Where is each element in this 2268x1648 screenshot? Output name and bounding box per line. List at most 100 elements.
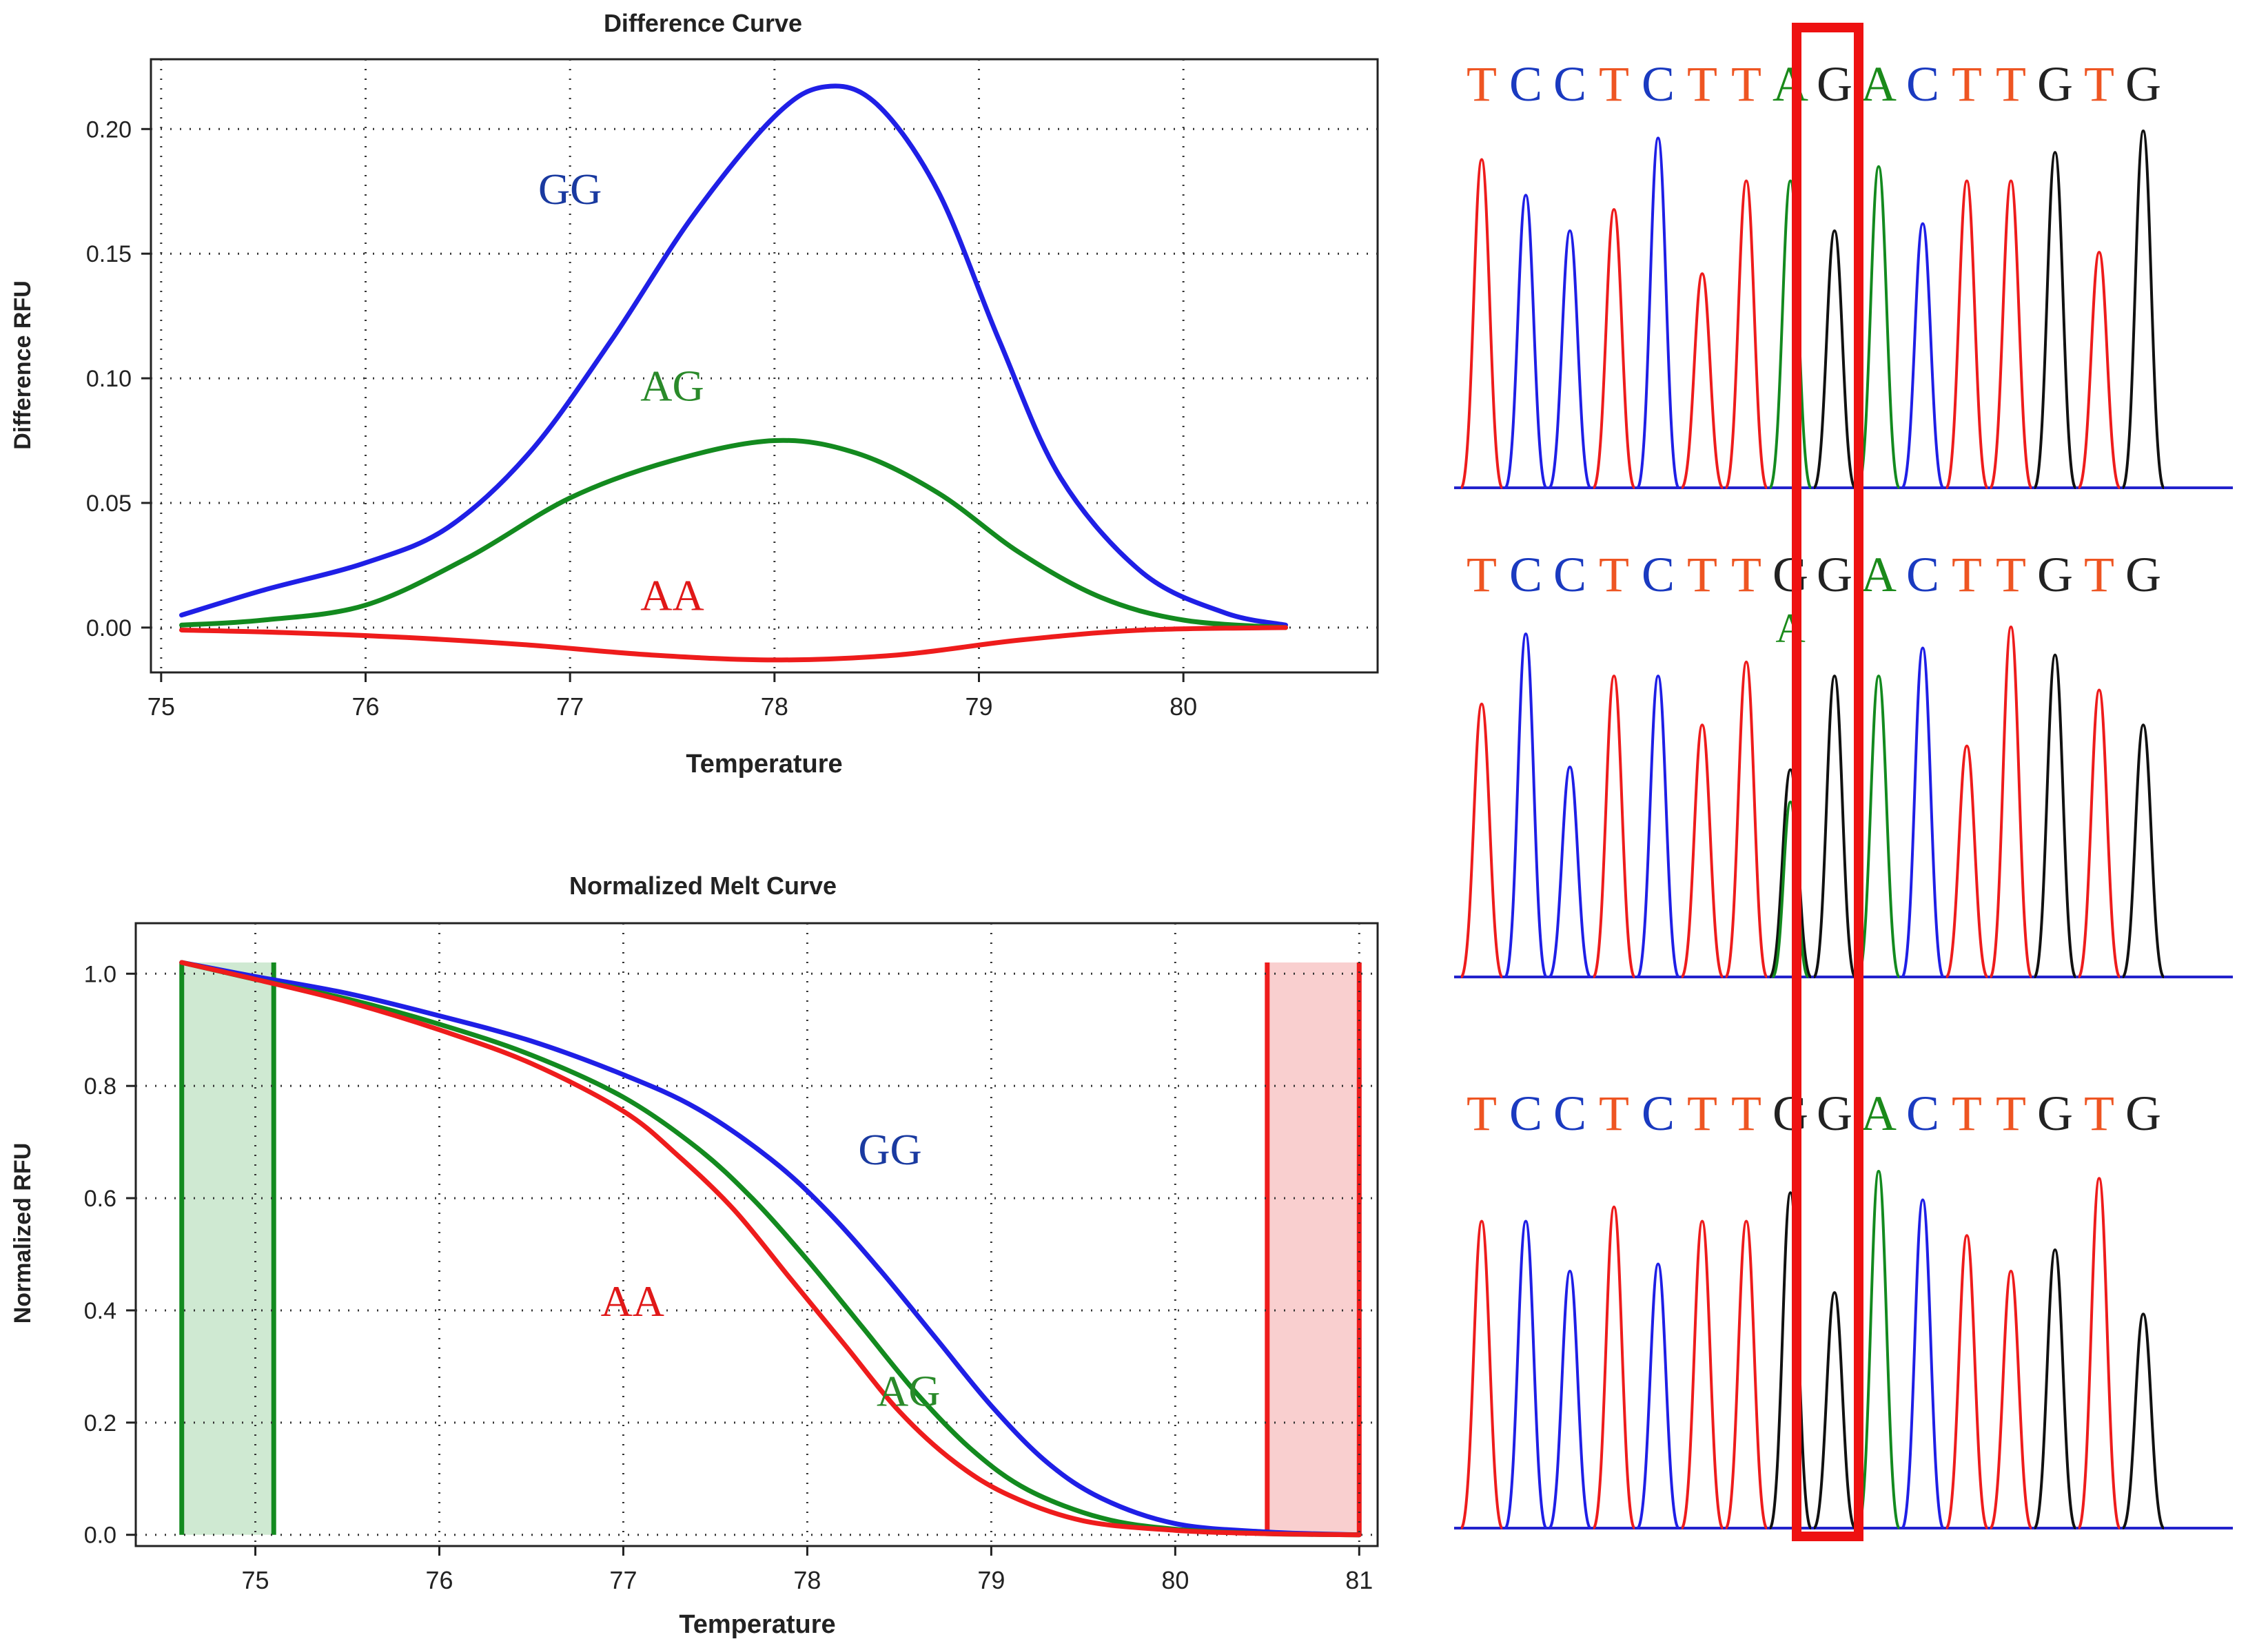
base-call: C xyxy=(1906,547,1939,602)
trace-peak xyxy=(1724,660,1768,978)
trace-peak xyxy=(2033,653,2077,978)
trace-peak xyxy=(1812,674,1857,978)
trace-peak xyxy=(2121,723,2165,978)
trace-peak xyxy=(1680,272,1724,489)
genotype-label-aa: AA xyxy=(601,1277,664,1326)
base-call: C xyxy=(1642,1086,1675,1141)
base-call: G xyxy=(2037,547,2073,602)
base-call: T xyxy=(2084,1086,2114,1141)
base-call: T xyxy=(1467,547,1497,602)
difference-annotations: GG AG AA xyxy=(538,165,704,620)
base-call: C xyxy=(1509,56,1542,112)
series-line-ag xyxy=(179,437,1288,630)
melt-x-axis-label: Temperature xyxy=(679,1610,835,1639)
y-tick-label: 0.2 xyxy=(84,1410,116,1436)
series-line-ag xyxy=(179,960,1362,1538)
y-tick-label: 0.00 xyxy=(86,615,132,641)
base-call: T xyxy=(1996,56,2026,112)
base-call: C xyxy=(1553,56,1586,112)
trace-peak xyxy=(1460,158,1504,489)
genotype-label-gg: GG xyxy=(858,1125,921,1174)
trace-peak xyxy=(1812,1291,1857,1529)
difference-y-axis-label: Difference RFU xyxy=(10,280,36,450)
genotype-label-ag: AG xyxy=(877,1366,940,1415)
base-call: G xyxy=(1817,56,1852,112)
trace-peak xyxy=(1680,1219,1724,1529)
x-tick-label: 80 xyxy=(1169,692,1197,721)
y-tick-label: 0.05 xyxy=(86,491,132,517)
trace-overlay-peak xyxy=(1771,800,1810,978)
base-call: G xyxy=(1817,1086,1852,1141)
series-line-gg xyxy=(179,83,1288,628)
base-call: G xyxy=(2037,1086,2073,1141)
base-call: A xyxy=(1861,1086,1897,1141)
trace-peak xyxy=(2033,151,2077,489)
trace-peak xyxy=(1901,646,1945,978)
trace-peak xyxy=(1504,632,1548,978)
base-call: T xyxy=(1467,56,1497,112)
chromatogram-panel-2: T C C T C T T G G A C T T G T GA xyxy=(1454,547,2233,978)
trace-peak xyxy=(1504,1219,1548,1529)
x-tick-label: 79 xyxy=(965,692,992,721)
base-call: A xyxy=(1772,56,1808,112)
x-tick-label: 81 xyxy=(1345,1566,1373,1594)
trace-peak xyxy=(1857,165,1901,489)
trace-peak xyxy=(1945,744,1989,978)
melt-annotations: GG AA AG xyxy=(601,1125,941,1415)
trace-peak xyxy=(2077,251,2121,489)
base-call: G xyxy=(2125,56,2161,112)
base-call: G xyxy=(2125,547,2161,602)
x-tick-label: 78 xyxy=(761,692,788,721)
base-call: T xyxy=(1952,1086,1982,1141)
trace-peak xyxy=(1768,179,1812,489)
trace-peak xyxy=(1901,222,1945,489)
base-call: T xyxy=(1687,56,1717,112)
base-call: T xyxy=(2084,547,2114,602)
trace-peak xyxy=(2033,1248,2077,1529)
base-call: T xyxy=(1731,547,1761,602)
base-call: T xyxy=(1467,1086,1497,1141)
x-tick-label: 76 xyxy=(425,1566,453,1594)
trace-peak xyxy=(1592,674,1636,978)
base-call: T xyxy=(1731,1086,1761,1141)
difference-plot-frame xyxy=(150,58,1379,674)
y-tick-label: 0.20 xyxy=(86,116,132,143)
base-call: C xyxy=(1906,56,1939,112)
base-call: C xyxy=(1553,1086,1586,1141)
trace-peak xyxy=(1460,1219,1504,1529)
base-call: C xyxy=(1642,56,1675,112)
melt-series xyxy=(179,960,1362,1538)
base-call: T xyxy=(1731,56,1761,112)
genotype-label-aa: AA xyxy=(640,571,704,620)
trace-peak xyxy=(2077,688,2121,978)
x-tick-label: 79 xyxy=(977,1566,1005,1594)
y-tick-label: 0.4 xyxy=(84,1298,116,1324)
trace-peak xyxy=(1945,179,1989,489)
base-call: G xyxy=(2125,1086,2161,1141)
difference-x-axis-label: Temperature xyxy=(686,750,842,779)
trace-peak xyxy=(1945,1234,1989,1529)
trace-peak xyxy=(1989,625,2033,978)
melt-normalization-regions xyxy=(179,962,1362,1535)
x-tick-label: 80 xyxy=(1161,1566,1189,1594)
base-call: G xyxy=(1772,547,1808,602)
base-call: G xyxy=(1817,547,1852,602)
trace-peak xyxy=(1812,229,1857,489)
base-call: T xyxy=(1996,1086,2026,1141)
x-tick-label: 75 xyxy=(242,1566,269,1594)
melt-ticks: 75 76 77 78 79 80 81 0.0 0.2 0.4 0.6 0.8 1.0 xyxy=(84,961,1373,1594)
y-tick-label: 1.0 xyxy=(84,961,116,987)
base-call: C xyxy=(1509,547,1542,602)
base-call: C xyxy=(1509,1086,1542,1141)
trace-peak xyxy=(1636,1262,1680,1529)
y-tick-label: 0.0 xyxy=(84,1523,116,1549)
trace-peak xyxy=(1724,1219,1768,1529)
series-line-gg xyxy=(179,960,1362,1538)
melt-y-axis-label: Normalized RFU xyxy=(10,1143,36,1324)
difference-ticks: 75 76 77 78 79 80 0.00 0.05 0.10 0.15 0.20 xyxy=(86,116,1197,721)
series-line-aa xyxy=(179,625,1288,663)
x-tick-label: 76 xyxy=(351,692,379,721)
trace-peak xyxy=(2077,1177,2121,1529)
base-call: C xyxy=(1553,547,1586,602)
